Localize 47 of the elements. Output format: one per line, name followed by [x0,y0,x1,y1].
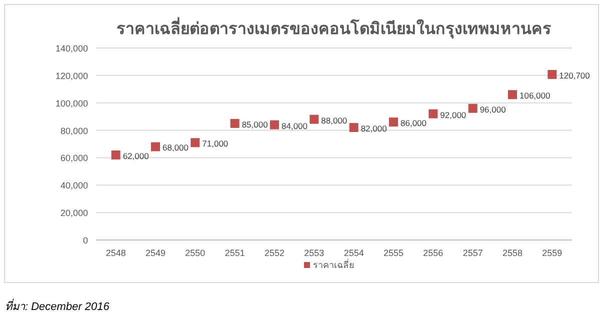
data-label: 92,000 [440,110,466,120]
y-tick-label: 120,000 [55,70,88,81]
data-label: 86,000 [400,118,427,128]
x-tick-label: 2551 [224,248,245,258]
data-label: 71,000 [202,138,228,149]
point [190,138,200,148]
data-label: 82,000 [360,124,388,134]
data-label: 120,700 [559,70,590,80]
data-label: 62,000 [122,150,150,161]
point [270,120,279,130]
y-tick-label: 80,000 [60,126,88,136]
point [548,70,557,79]
y-tick-label: 140,000 [55,44,88,54]
point [389,118,398,127]
x-tick-label: 2559 [542,248,562,258]
data-label: 68,000 [162,142,189,153]
point [230,118,240,128]
x-tick-label: 2554 [344,248,364,258]
x-tick-label: 2552 [264,248,285,258]
point [151,142,160,152]
point [310,114,319,124]
data-label: 85,000 [242,119,268,130]
y-tick-label: 100,000 [55,98,88,108]
x-tick-label: 2549 [145,248,166,258]
y-tick-label: 60,000 [60,153,88,164]
x-tick-label: 2555 [383,248,404,258]
y-tick-label: 40,000 [60,180,88,191]
point [349,123,358,132]
point [468,104,478,113]
x-tick-label: 2556 [423,248,444,258]
data-label: 96,000 [480,104,506,114]
point [428,109,438,118]
data-label: 88,000 [321,115,348,126]
point [508,90,517,100]
chart-title: ราคาเฉลี่ยต่อตารางเมตรของคอนโดมิเนียมในกรุงเทพมหานคร [116,17,552,39]
x-tick-label: 2557 [462,248,483,258]
y-tick-label: 0 [82,236,88,246]
x-tick-label: 2558 [502,248,523,258]
x-tick-label: 2550 [185,248,206,258]
text: ที่มา: December 2016 [5,298,110,313]
data-label: 106,000 [520,90,550,101]
x-tick-label: 2548 [106,248,126,258]
point [111,150,120,160]
y-tick-label: 20,000 [60,208,88,218]
data-label: 84,000 [282,120,308,131]
x-tick-label: 2553 [304,248,324,258]
legend-label: ราคาเฉลี่ย [313,258,354,270]
